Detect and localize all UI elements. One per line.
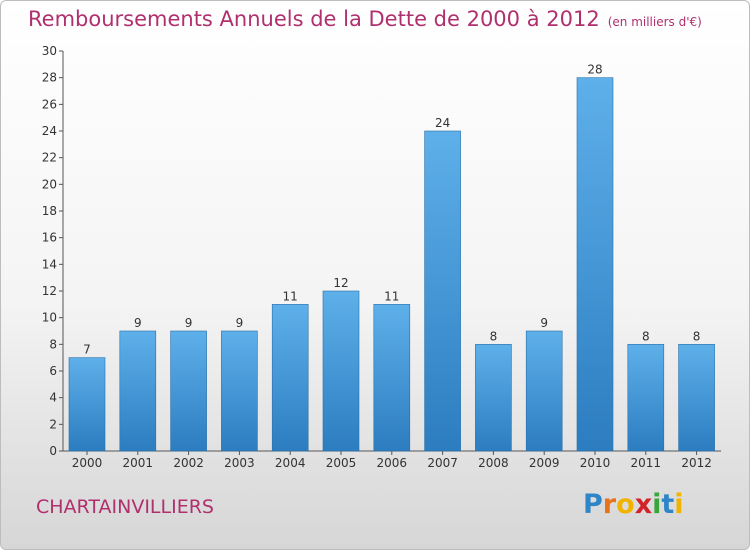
- y-tick-label: 12: [42, 284, 57, 298]
- bar-2010: [576, 77, 614, 452]
- x-tick-label-2003: 2003: [224, 456, 255, 470]
- x-tick-label-2012: 2012: [681, 456, 712, 470]
- chart-title: Remboursements Annuels de la Dette de 20…: [28, 7, 702, 31]
- bar-2009: [525, 330, 563, 452]
- x-tick-label-2011: 2011: [631, 456, 662, 470]
- bar-2001: [119, 330, 157, 452]
- data-label-2002: 9: [185, 316, 193, 330]
- y-tick-label: 18: [42, 204, 57, 218]
- x-tick-label-2008: 2008: [478, 456, 509, 470]
- x-tick-label-2001: 2001: [123, 456, 154, 470]
- x-tick-label-2002: 2002: [173, 456, 204, 470]
- y-tick-label: 0: [49, 444, 57, 458]
- bar-2011: [627, 344, 665, 452]
- data-label-2009: 9: [540, 316, 548, 330]
- logo-letter: t: [661, 489, 675, 520]
- bar-2003: [221, 330, 258, 452]
- y-tick-label: 30: [42, 44, 57, 58]
- y-tick-label: 22: [42, 151, 57, 165]
- logo-letter: r: [602, 489, 617, 520]
- logo-letter: i: [674, 489, 684, 520]
- x-tick-label-2005: 2005: [326, 456, 357, 470]
- y-tick-label: 14: [42, 257, 57, 271]
- data-label-2000: 7: [83, 343, 91, 357]
- x-tick-label-2006: 2006: [377, 456, 408, 470]
- data-label-2012: 8: [693, 329, 701, 343]
- data-label-2010: 28: [587, 63, 602, 77]
- x-tick-label-2009: 2009: [529, 456, 560, 470]
- data-label-2005: 12: [333, 276, 348, 290]
- chart-title-text: Remboursements Annuels de la Dette de 20…: [28, 7, 600, 31]
- y-tick-label: 16: [42, 231, 57, 245]
- chart-unit: (en milliers d'€): [607, 15, 702, 29]
- y-tick-label: 28: [42, 71, 57, 85]
- data-label-2004: 11: [283, 289, 298, 303]
- y-tick-label: 4: [49, 391, 57, 405]
- y-tick-label: 10: [42, 311, 57, 325]
- y-tick-label: 8: [49, 337, 57, 351]
- bars: [68, 77, 715, 452]
- x-tick-label-2004: 2004: [275, 456, 306, 470]
- y-tick-label: 2: [49, 417, 57, 431]
- bar-2004: [271, 304, 309, 452]
- logo-letter: i: [652, 489, 662, 520]
- data-label-2006: 11: [384, 289, 399, 303]
- commune-name: CHARTAINVILLIERS: [36, 496, 214, 518]
- bar-2000: [68, 357, 106, 452]
- bar-2002: [170, 330, 207, 452]
- logo-letter: P: [583, 489, 603, 520]
- y-tick-label: 20: [42, 177, 57, 191]
- logo-letter: o: [616, 489, 635, 520]
- bar-2008: [475, 344, 512, 452]
- data-label-2007: 24: [435, 116, 450, 130]
- x-tick-label-2007: 2007: [427, 456, 458, 470]
- data-label-2011: 8: [642, 329, 650, 343]
- data-label-2008: 8: [490, 329, 498, 343]
- bar-2006: [373, 304, 411, 452]
- y-tick-label: 24: [42, 124, 57, 138]
- y-tick-label: 6: [49, 364, 57, 378]
- data-label-2001: 9: [134, 316, 142, 330]
- bar-2012: [678, 344, 715, 452]
- data-label-2003: 9: [236, 316, 244, 330]
- logo-letter: x: [634, 489, 653, 520]
- bar-2005: [322, 290, 360, 452]
- proxiti-logo[interactable]: Proxiti: [583, 489, 684, 520]
- x-tick-label-2010: 2010: [580, 456, 611, 470]
- bar-2007: [424, 130, 461, 452]
- y-tick-label: 26: [42, 97, 57, 111]
- x-tick-label-2000: 2000: [72, 456, 103, 470]
- data-labels: 7 9 9 9 11 12 11 24 8 9 28 8 8: [83, 63, 700, 357]
